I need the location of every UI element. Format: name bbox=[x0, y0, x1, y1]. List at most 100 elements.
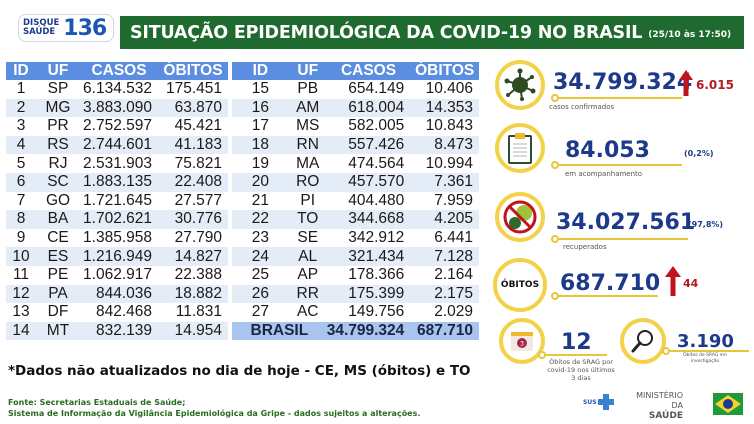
cell-uf: CE bbox=[47, 229, 69, 247]
states-table-right: ID UF CASOS ÓBITOS 15 PB 654.149 10.406 16 AM… bbox=[232, 62, 479, 341]
cell-obitos: 11.831 bbox=[175, 303, 222, 321]
table-row: 27 AC 149.756 2.029 bbox=[232, 303, 479, 322]
cell-uf: RJ bbox=[48, 154, 68, 172]
cell-obitos: 45.421 bbox=[174, 117, 222, 135]
table-row: 10 ES 1.216.949 14.827 bbox=[6, 247, 228, 266]
cell-casos: 832.139 bbox=[80, 321, 158, 341]
cell-id: 26 bbox=[232, 284, 289, 304]
cell-uf: PA bbox=[36, 284, 80, 304]
recovered-label: recuperados bbox=[563, 243, 607, 251]
virus-icon bbox=[495, 60, 545, 110]
cell-obitos: 4.205 bbox=[410, 210, 479, 229]
cell-uf: PE bbox=[47, 266, 69, 284]
cell-casos: 654.149 bbox=[348, 80, 405, 98]
deaths-badge-label: ÓBITOS bbox=[500, 280, 540, 290]
sus-cross-icon bbox=[597, 394, 614, 410]
clipboard-icon bbox=[495, 123, 545, 173]
col-casos: CASOS bbox=[80, 62, 158, 80]
table-row: 15 PB 654.149 10.406 bbox=[232, 80, 479, 99]
cell-id: 15 bbox=[251, 80, 269, 98]
cell-casos: 474.564 bbox=[348, 154, 405, 172]
col-uf: UF bbox=[36, 62, 80, 80]
cell-casos: 149.756 bbox=[348, 303, 405, 321]
table-row: 11 PE 1.062.917 22.388 bbox=[6, 266, 228, 285]
cell-casos: 344.668 bbox=[326, 210, 411, 229]
cell-uf: SE bbox=[297, 229, 319, 247]
underline bbox=[558, 164, 682, 166]
total-casos: 34.799.324 bbox=[326, 321, 411, 341]
ministry-logo: MINISTÉRIO DA SAÚDE bbox=[625, 391, 683, 421]
cell-obitos: 2.175 bbox=[410, 284, 479, 304]
cell-id: 13 bbox=[12, 303, 30, 321]
arrow-up-icon bbox=[679, 70, 693, 96]
underline bbox=[558, 238, 688, 240]
cell-id: 27 bbox=[251, 303, 269, 321]
ministry-line1: MINISTÉRIO DA bbox=[636, 391, 683, 410]
confirmed-value: 34.799.324 bbox=[553, 70, 693, 95]
source-line1: Fonte: Secretarias Estaduais de Saúde; bbox=[8, 398, 186, 407]
cell-uf: DF bbox=[47, 303, 69, 321]
table-body-left: 1 SP 6.134.532 175.451 2 MG 3.883.090 63.870 3 PR… bbox=[6, 80, 228, 341]
cell-obitos: 14.954 bbox=[158, 321, 228, 341]
logo-number: 136 bbox=[63, 15, 107, 41]
cell-uf: MG bbox=[36, 98, 80, 118]
cell-casos: 618.004 bbox=[326, 98, 411, 118]
cell-obitos: 27.790 bbox=[174, 229, 222, 247]
cell-id: 14 bbox=[6, 321, 36, 341]
cell-casos: 582.005 bbox=[348, 117, 405, 135]
magnifier-icon bbox=[620, 318, 666, 364]
cell-uf: PI bbox=[300, 191, 316, 209]
cell-uf: TO bbox=[288, 210, 327, 229]
total-label: BRASIL bbox=[232, 321, 327, 341]
monitoring-percent: (0,2%) bbox=[684, 149, 714, 158]
cell-uf: RO bbox=[288, 172, 327, 192]
table-row: 22 TO 344.668 4.205 bbox=[232, 210, 479, 229]
table-row: 19 MA 474.564 10.994 bbox=[232, 154, 479, 173]
cell-id: 16 bbox=[232, 98, 289, 118]
cell-uf: BA bbox=[36, 210, 80, 229]
data-note: *Dados não atualizados no dia de hoje - … bbox=[8, 363, 471, 379]
col-id: ID bbox=[6, 62, 36, 80]
cell-casos: 1.385.958 bbox=[83, 229, 152, 247]
cell-casos: 321.434 bbox=[326, 247, 411, 266]
table-row: 8 BA 1.702.621 30.776 bbox=[6, 210, 228, 229]
table-row: 5 RJ 2.531.903 75.821 bbox=[6, 154, 228, 173]
cell-obitos: 30.776 bbox=[158, 210, 228, 229]
source-line2: Sistema de Informação da Vigilância Epid… bbox=[8, 409, 421, 418]
title-bar: SITUAÇÃO EPIDEMIOLÓGICA DA COVID-19 NO B… bbox=[120, 16, 744, 49]
table-row: 21 PI 404.480 7.959 bbox=[232, 192, 479, 211]
cell-obitos: 7.959 bbox=[434, 191, 473, 209]
table-row: 23 SE 342.912 6.441 bbox=[232, 229, 479, 248]
cell-obitos: 18.882 bbox=[158, 284, 228, 304]
cell-casos: 1.883.135 bbox=[80, 172, 158, 192]
underline bbox=[558, 295, 658, 297]
deaths-delta: 44 bbox=[683, 277, 699, 290]
table-body-right: 15 PB 654.149 10.406 16 AM 618.004 14.353 17 MS 58… bbox=[232, 80, 479, 341]
ministry-line2: SAÚDE bbox=[648, 411, 683, 421]
cell-id: 22 bbox=[232, 210, 289, 229]
cell-id: 4 bbox=[6, 135, 36, 155]
cell-uf: AL bbox=[288, 247, 327, 266]
cell-uf: PR bbox=[47, 117, 69, 135]
col-casos: CASOS bbox=[326, 62, 411, 80]
cell-uf: GO bbox=[45, 191, 71, 209]
brazil-flag-icon bbox=[713, 393, 743, 415]
cell-casos: 1.216.949 bbox=[80, 247, 158, 266]
investigation-label-line1: Óbitos de SRAG em bbox=[683, 353, 727, 358]
cell-obitos: 27.577 bbox=[174, 191, 222, 209]
calendar-icon: 3 bbox=[499, 318, 545, 364]
confirmed-delta: 6.015 bbox=[696, 78, 734, 92]
cell-obitos: 14.353 bbox=[410, 98, 479, 118]
cell-casos: 2.744.601 bbox=[80, 135, 158, 155]
cell-id: 10 bbox=[6, 247, 36, 266]
logo-line1: DISQUE bbox=[23, 18, 60, 28]
cell-casos: 404.480 bbox=[348, 191, 405, 209]
total-row: BRASIL 34.799.324 687.710 bbox=[232, 321, 479, 341]
cell-id: 11 bbox=[12, 266, 30, 284]
table-row: 20 RO 457.570 7.361 bbox=[232, 172, 479, 192]
cell-id: 1 bbox=[16, 80, 26, 98]
table-row: 24 AL 321.434 7.128 bbox=[232, 247, 479, 266]
cell-obitos: 8.473 bbox=[410, 135, 479, 155]
cell-uf: ES bbox=[36, 247, 80, 266]
cell-casos: 2.752.597 bbox=[83, 117, 152, 135]
